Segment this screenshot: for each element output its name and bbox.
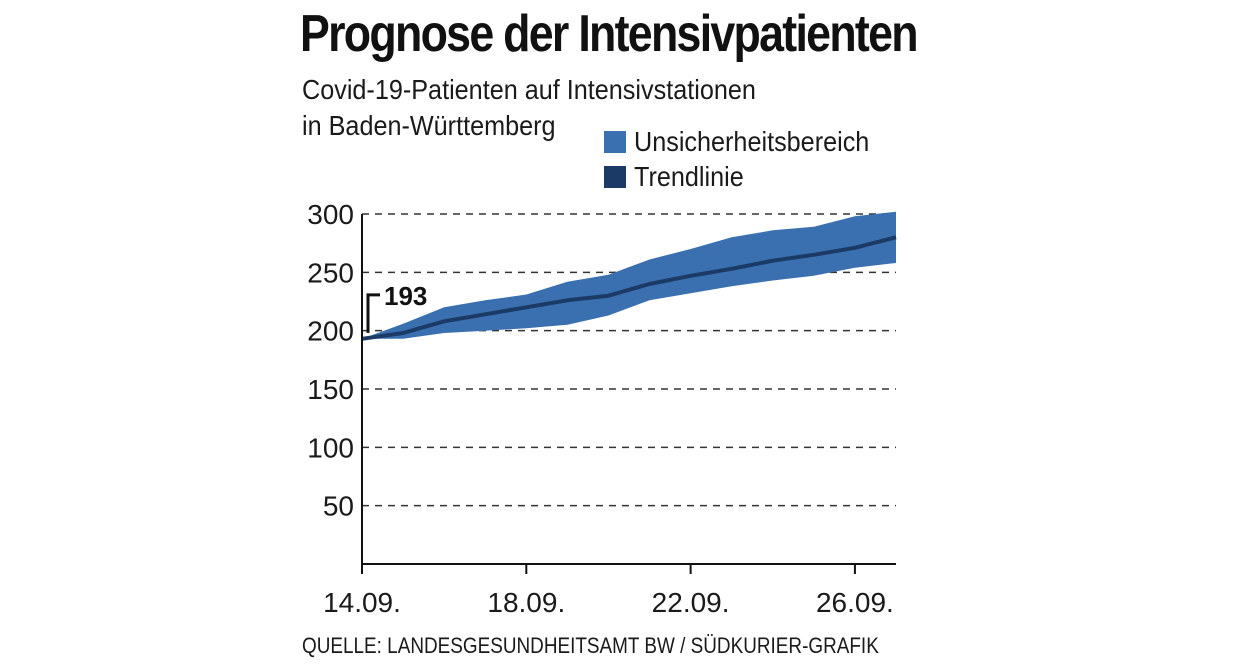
y-tick-label-300: 300 — [307, 199, 354, 230]
subtitle-line-2: in Baden-Württemberg — [302, 110, 556, 141]
y-tick-labels: 50 100 150 200 250 300 — [307, 199, 354, 522]
legend-swatch-trend — [604, 165, 626, 188]
chart-subtitle: Covid-19-Patienten auf Intensivstationen… — [302, 72, 756, 144]
legend: Unsicherheitsbereich Trendlinie — [604, 124, 895, 194]
axes — [361, 214, 896, 565]
y-tick-label-50: 50 — [323, 491, 354, 522]
annotation-bracket — [366, 293, 380, 333]
legend-label-band: Unsicherheitsbereich — [634, 125, 870, 157]
trend-line-layer — [361, 235, 897, 341]
chart-title: Prognose der Intensivpatienten — [300, 5, 919, 63]
legend-item-trend: Trendlinie — [604, 159, 895, 194]
source-credit: QUELLE: LANDESGESUNDHEITSAMT BW / SÜDKUR… — [302, 633, 879, 658]
y-tick-label-100: 100 — [307, 432, 354, 463]
y-tick-label-150: 150 — [307, 374, 354, 405]
y-tick-label-250: 250 — [307, 257, 354, 288]
legend-swatch-band — [604, 130, 626, 153]
start-value-annotation: 193 — [366, 281, 427, 333]
x-tick-label-22.09.: 22.09. — [652, 587, 730, 618]
annotation-label: 193 — [384, 281, 427, 311]
uncertainty-band — [362, 211, 896, 339]
y-tick-label-200: 200 — [307, 316, 354, 347]
legend-item-band: Unsicherheitsbereich — [604, 124, 895, 159]
trend-line — [361, 235, 897, 341]
x-tick-labels: 14.09. 18.09. 22.09. 26.09. — [323, 564, 894, 618]
uncertainty-band-layer — [362, 211, 896, 339]
legend-label-trend: Trendlinie — [634, 160, 744, 192]
x-tick-label-18.09.: 18.09. — [487, 587, 565, 618]
x-tick-label-14.09.: 14.09. — [323, 587, 401, 618]
x-tick-label-26.09.: 26.09. — [816, 587, 894, 618]
subtitle-line-1: Covid-19-Patienten auf Intensivstationen — [302, 74, 756, 105]
